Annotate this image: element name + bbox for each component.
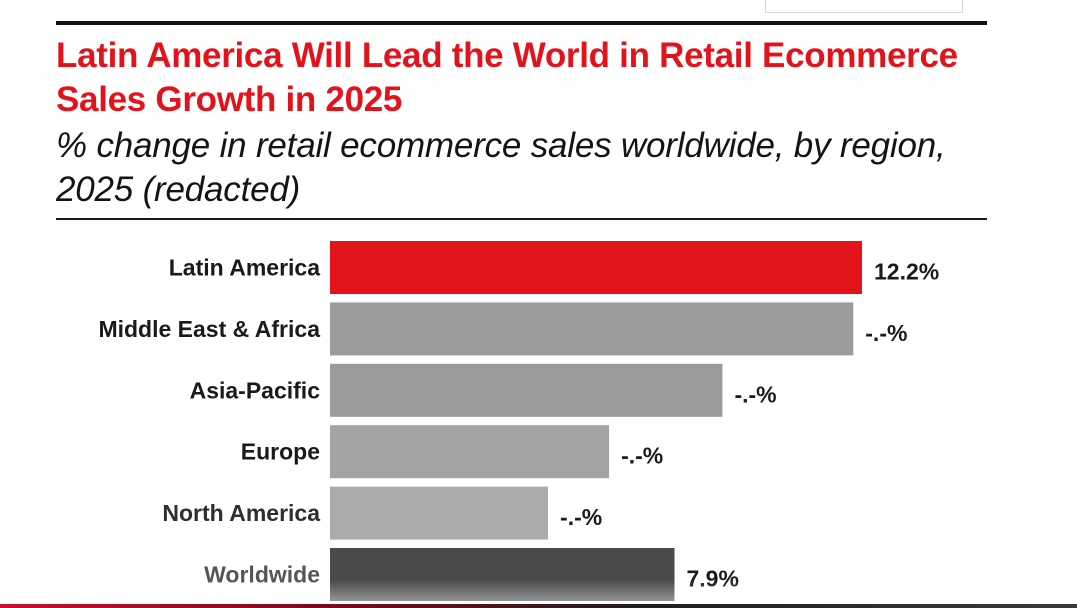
bar-latin-america [330, 241, 862, 294]
category-label-europe: Europe [241, 439, 320, 465]
category-label-asia-pacific: Asia-Pacific [190, 377, 321, 403]
value-label-worldwide: 7.9% [686, 566, 738, 592]
bar-asia-pacific [330, 363, 723, 417]
category-label-worldwide: Worldwide [204, 562, 320, 588]
top-rule [56, 21, 987, 25]
bar-europe [330, 425, 610, 479]
bar-middle-east-and-africa [330, 302, 854, 356]
bar-worldwide [330, 548, 675, 601]
category-label-latin-america: Latin America [169, 255, 320, 281]
category-label-north-america: North America [162, 500, 320, 526]
bottom-edge [0, 604, 1077, 608]
value-label-latin-america: 12.2% [874, 259, 939, 285]
top-frame-box [765, 0, 963, 13]
category-label-middle-east-and-africa: Middle East & Africa [98, 316, 320, 342]
value-label-asia-pacific: -.-% [734, 381, 776, 407]
chart-subtitle: % change in retail ecommerce sales world… [56, 126, 946, 209]
value-label-middle-east-and-africa: -.-% [865, 320, 907, 346]
header-rule [56, 218, 987, 220]
bar-north-america [330, 486, 549, 540]
chart-title: Latin America Will Lead the World in Ret… [56, 36, 958, 119]
value-label-europe: -.-% [621, 443, 663, 469]
value-label-north-america: -.-% [560, 504, 602, 530]
